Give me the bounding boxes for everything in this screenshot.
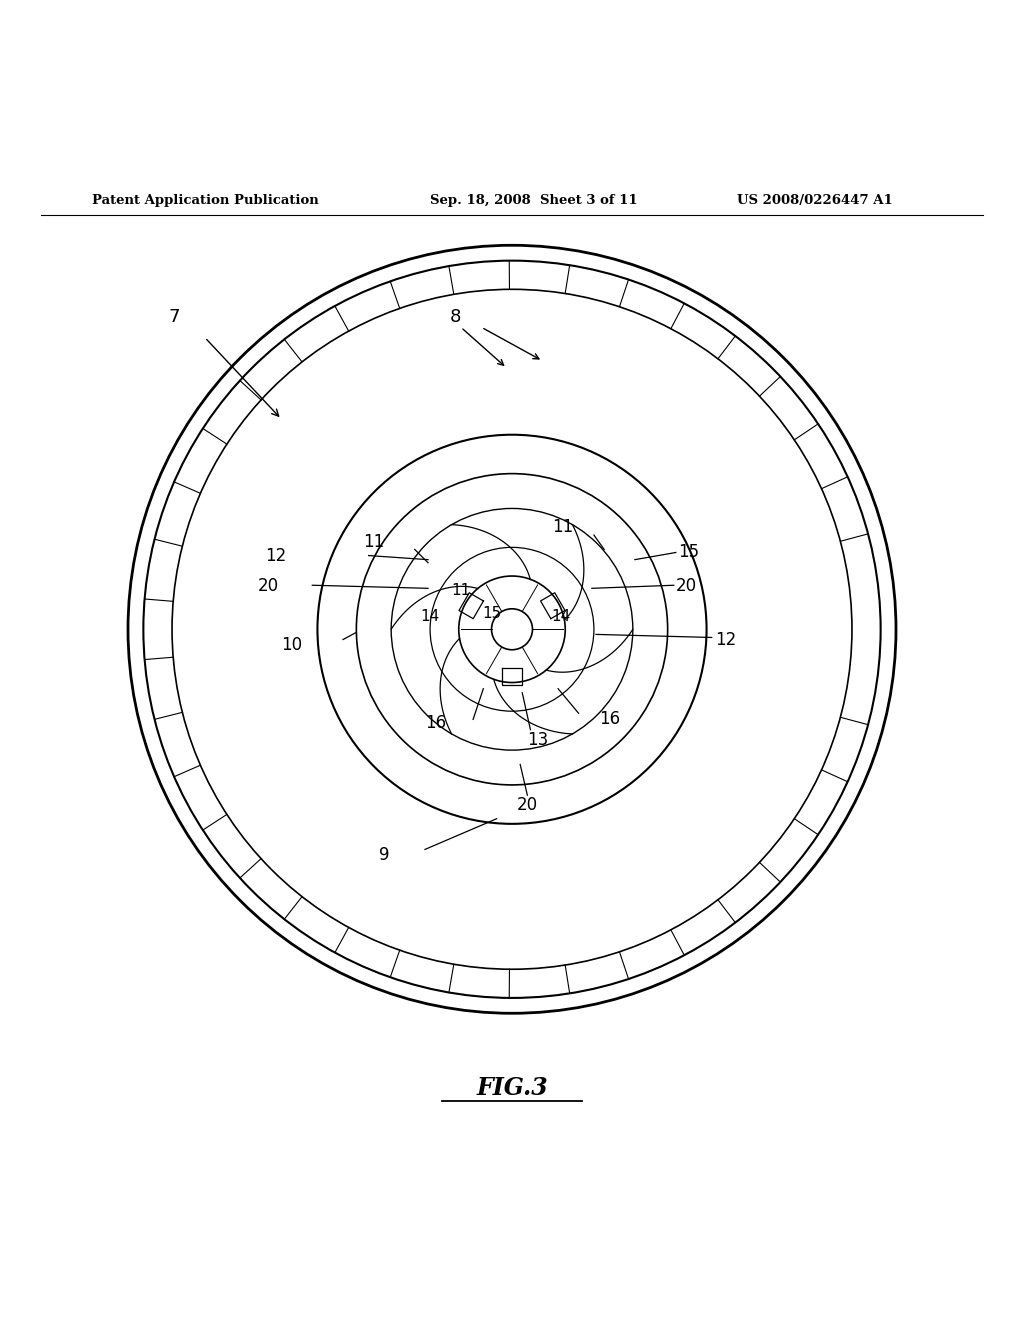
Text: 20: 20	[257, 577, 279, 595]
Text: 20: 20	[517, 796, 538, 814]
Text: Sep. 18, 2008  Sheet 3 of 11: Sep. 18, 2008 Sheet 3 of 11	[430, 194, 638, 207]
Text: 16: 16	[425, 714, 445, 733]
Text: 11: 11	[553, 517, 573, 536]
Text: 9: 9	[379, 846, 389, 863]
Text: 12: 12	[715, 631, 736, 648]
Text: 12: 12	[265, 546, 287, 565]
Text: 10: 10	[282, 636, 302, 653]
Text: 15: 15	[482, 606, 501, 622]
Text: 8: 8	[450, 308, 462, 326]
Text: FIG.3: FIG.3	[476, 1076, 548, 1100]
Text: 13: 13	[527, 731, 548, 748]
Text: 14: 14	[552, 610, 570, 624]
Text: 20: 20	[676, 577, 697, 595]
Text: 7: 7	[168, 308, 180, 326]
Text: 16: 16	[599, 710, 620, 729]
Text: Patent Application Publication: Patent Application Publication	[92, 194, 318, 207]
Text: 15: 15	[678, 544, 699, 561]
Text: 11: 11	[364, 533, 384, 552]
Circle shape	[492, 609, 532, 649]
Text: 14: 14	[421, 610, 439, 624]
Text: US 2008/0226447 A1: US 2008/0226447 A1	[737, 194, 893, 207]
Text: 11: 11	[452, 583, 470, 598]
